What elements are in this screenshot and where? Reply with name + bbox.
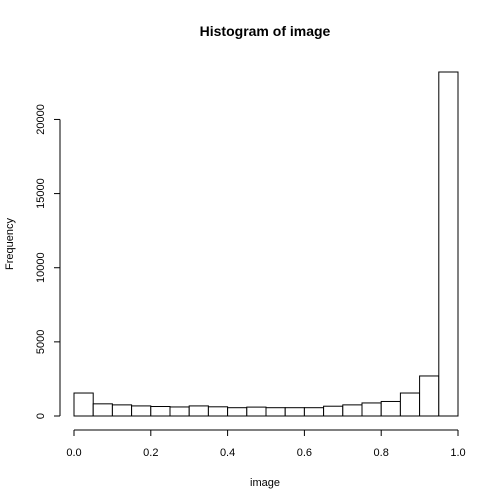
x-tick-label-0: 0.0: [66, 447, 81, 459]
histogram-bar-1: [92, 403, 113, 417]
histogram-bar-10: [265, 407, 286, 417]
histogram-bar-7: [207, 406, 229, 417]
y-tick-label-3: 15000: [35, 178, 47, 209]
histogram-bar-5: [169, 406, 190, 417]
histogram-bar-11: [284, 407, 305, 417]
y-tick-label-0: 0: [35, 413, 47, 419]
histogram-bar-16: [380, 400, 401, 417]
histogram-bar-13: [323, 405, 344, 417]
histogram-bar-4: [150, 406, 171, 417]
histogram-bar-3: [131, 405, 152, 417]
y-tick-label-4: 20000: [35, 104, 47, 135]
y-tick-label-1: 5000: [35, 330, 47, 354]
histogram-bar-12: [303, 407, 325, 417]
histogram-bar-15: [361, 402, 382, 417]
x-tick-label-3: 0.6: [297, 447, 312, 459]
histogram-bar-8: [227, 407, 248, 417]
x-tick-label-2: 0.4: [220, 447, 235, 459]
histogram-bar-6: [188, 405, 209, 417]
x-axis-label: image: [250, 477, 280, 489]
x-tick-label-1: 0.2: [143, 447, 158, 459]
x-axis: 0.0 0.2 0.4 0.6 0.8 1.0: [66, 429, 466, 459]
histogram-bar-2: [111, 404, 133, 417]
x-tick-label-5: 1.0: [450, 447, 465, 459]
bars-group: [73, 71, 459, 417]
x-tick-label-4: 0.8: [374, 447, 389, 459]
chart-title: Histogram of image: [200, 23, 331, 39]
y-tick-label-2: 10000: [35, 252, 47, 283]
histogram-bar-19: [438, 71, 459, 417]
y-axis-label: Frequency: [4, 218, 16, 270]
histogram-bar-14: [342, 404, 363, 417]
y-axis: 0 5000 10000 15000 20000: [35, 104, 61, 419]
histogram-bar-9: [246, 406, 267, 417]
histogram-bar-18: [419, 375, 440, 417]
histogram-bar-17: [399, 392, 421, 417]
histogram-bar-0: [73, 392, 94, 417]
